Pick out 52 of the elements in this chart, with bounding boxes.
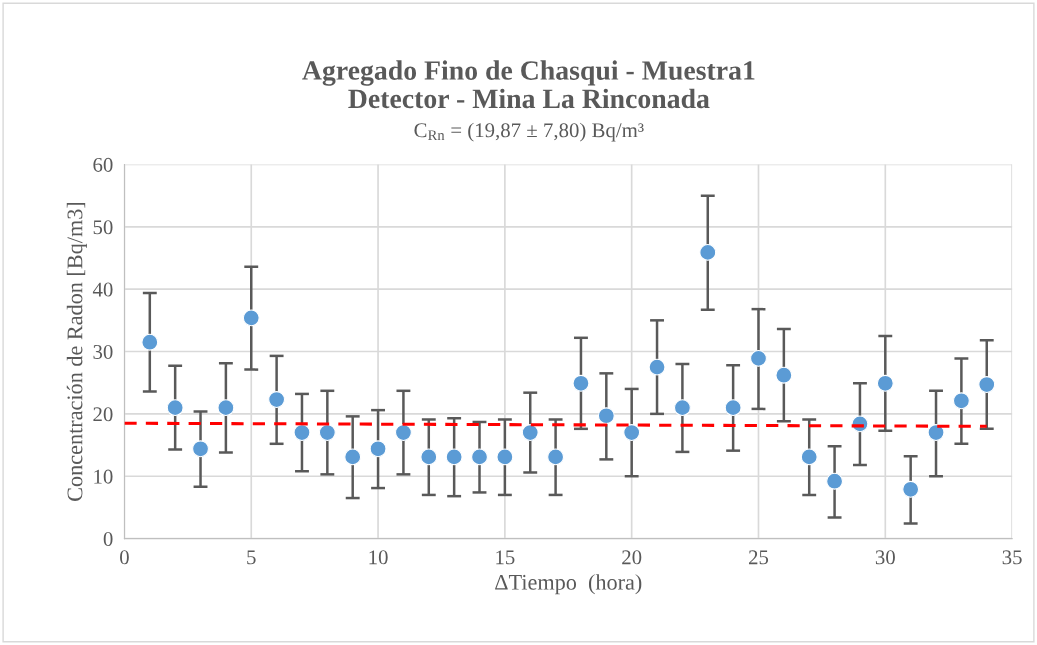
point <box>420 448 438 466</box>
point <box>775 366 793 384</box>
y-tick-label: 20 <box>93 407 113 422</box>
point <box>141 333 159 351</box>
point <box>876 374 894 392</box>
chart-subtitle: C$_{Rn}$ = (19,87 ± 7,80) Bq/m³ <box>414 122 644 142</box>
x-tick-label: 15 <box>496 550 515 565</box>
point <box>724 399 742 417</box>
point <box>166 399 184 417</box>
y-tick-label: 40 <box>92 282 113 297</box>
point <box>547 448 565 466</box>
x-tick-label: 5 <box>247 550 256 565</box>
point <box>572 374 590 392</box>
point <box>344 448 362 466</box>
point <box>902 480 920 498</box>
point <box>597 407 615 425</box>
x-tick-label: 25 <box>748 550 769 565</box>
point <box>699 243 717 261</box>
point <box>750 349 767 367</box>
point <box>394 424 412 442</box>
x-tick-label: 30 <box>875 550 895 565</box>
point <box>369 440 387 458</box>
x-tick-label: 0 <box>120 550 129 565</box>
x-axis-title: ΔTiempo (hora) <box>495 574 642 595</box>
point <box>521 424 539 442</box>
point <box>648 358 666 376</box>
point <box>800 448 818 466</box>
y-axis-title: Concentración de Radon [Bq/m3] <box>66 202 87 501</box>
point <box>217 399 235 417</box>
x-tick-label: 20 <box>622 550 642 565</box>
y-tick-label: 0 <box>103 531 113 547</box>
x-tick-label: 35 <box>1002 550 1022 565</box>
point <box>826 472 844 490</box>
point <box>293 424 311 442</box>
y-tick-label: 50 <box>93 220 113 235</box>
point <box>192 440 209 458</box>
point <box>471 448 488 466</box>
point <box>952 392 970 410</box>
point <box>623 424 641 442</box>
point <box>268 391 286 409</box>
point <box>673 399 691 417</box>
point <box>318 424 336 442</box>
point <box>445 448 463 466</box>
point <box>978 376 996 394</box>
x-tick-label: 10 <box>369 550 388 565</box>
y-tick-label: 30 <box>93 344 113 359</box>
chart-title: Agregado Fino de Chasqui - Muestra1 Detector - Mina La Rinconada <box>302 60 755 109</box>
y-tick-label: 10 <box>94 469 113 484</box>
point <box>927 424 945 442</box>
point <box>496 448 514 466</box>
y-tick-label: 60 <box>93 157 113 172</box>
point <box>242 309 260 327</box>
